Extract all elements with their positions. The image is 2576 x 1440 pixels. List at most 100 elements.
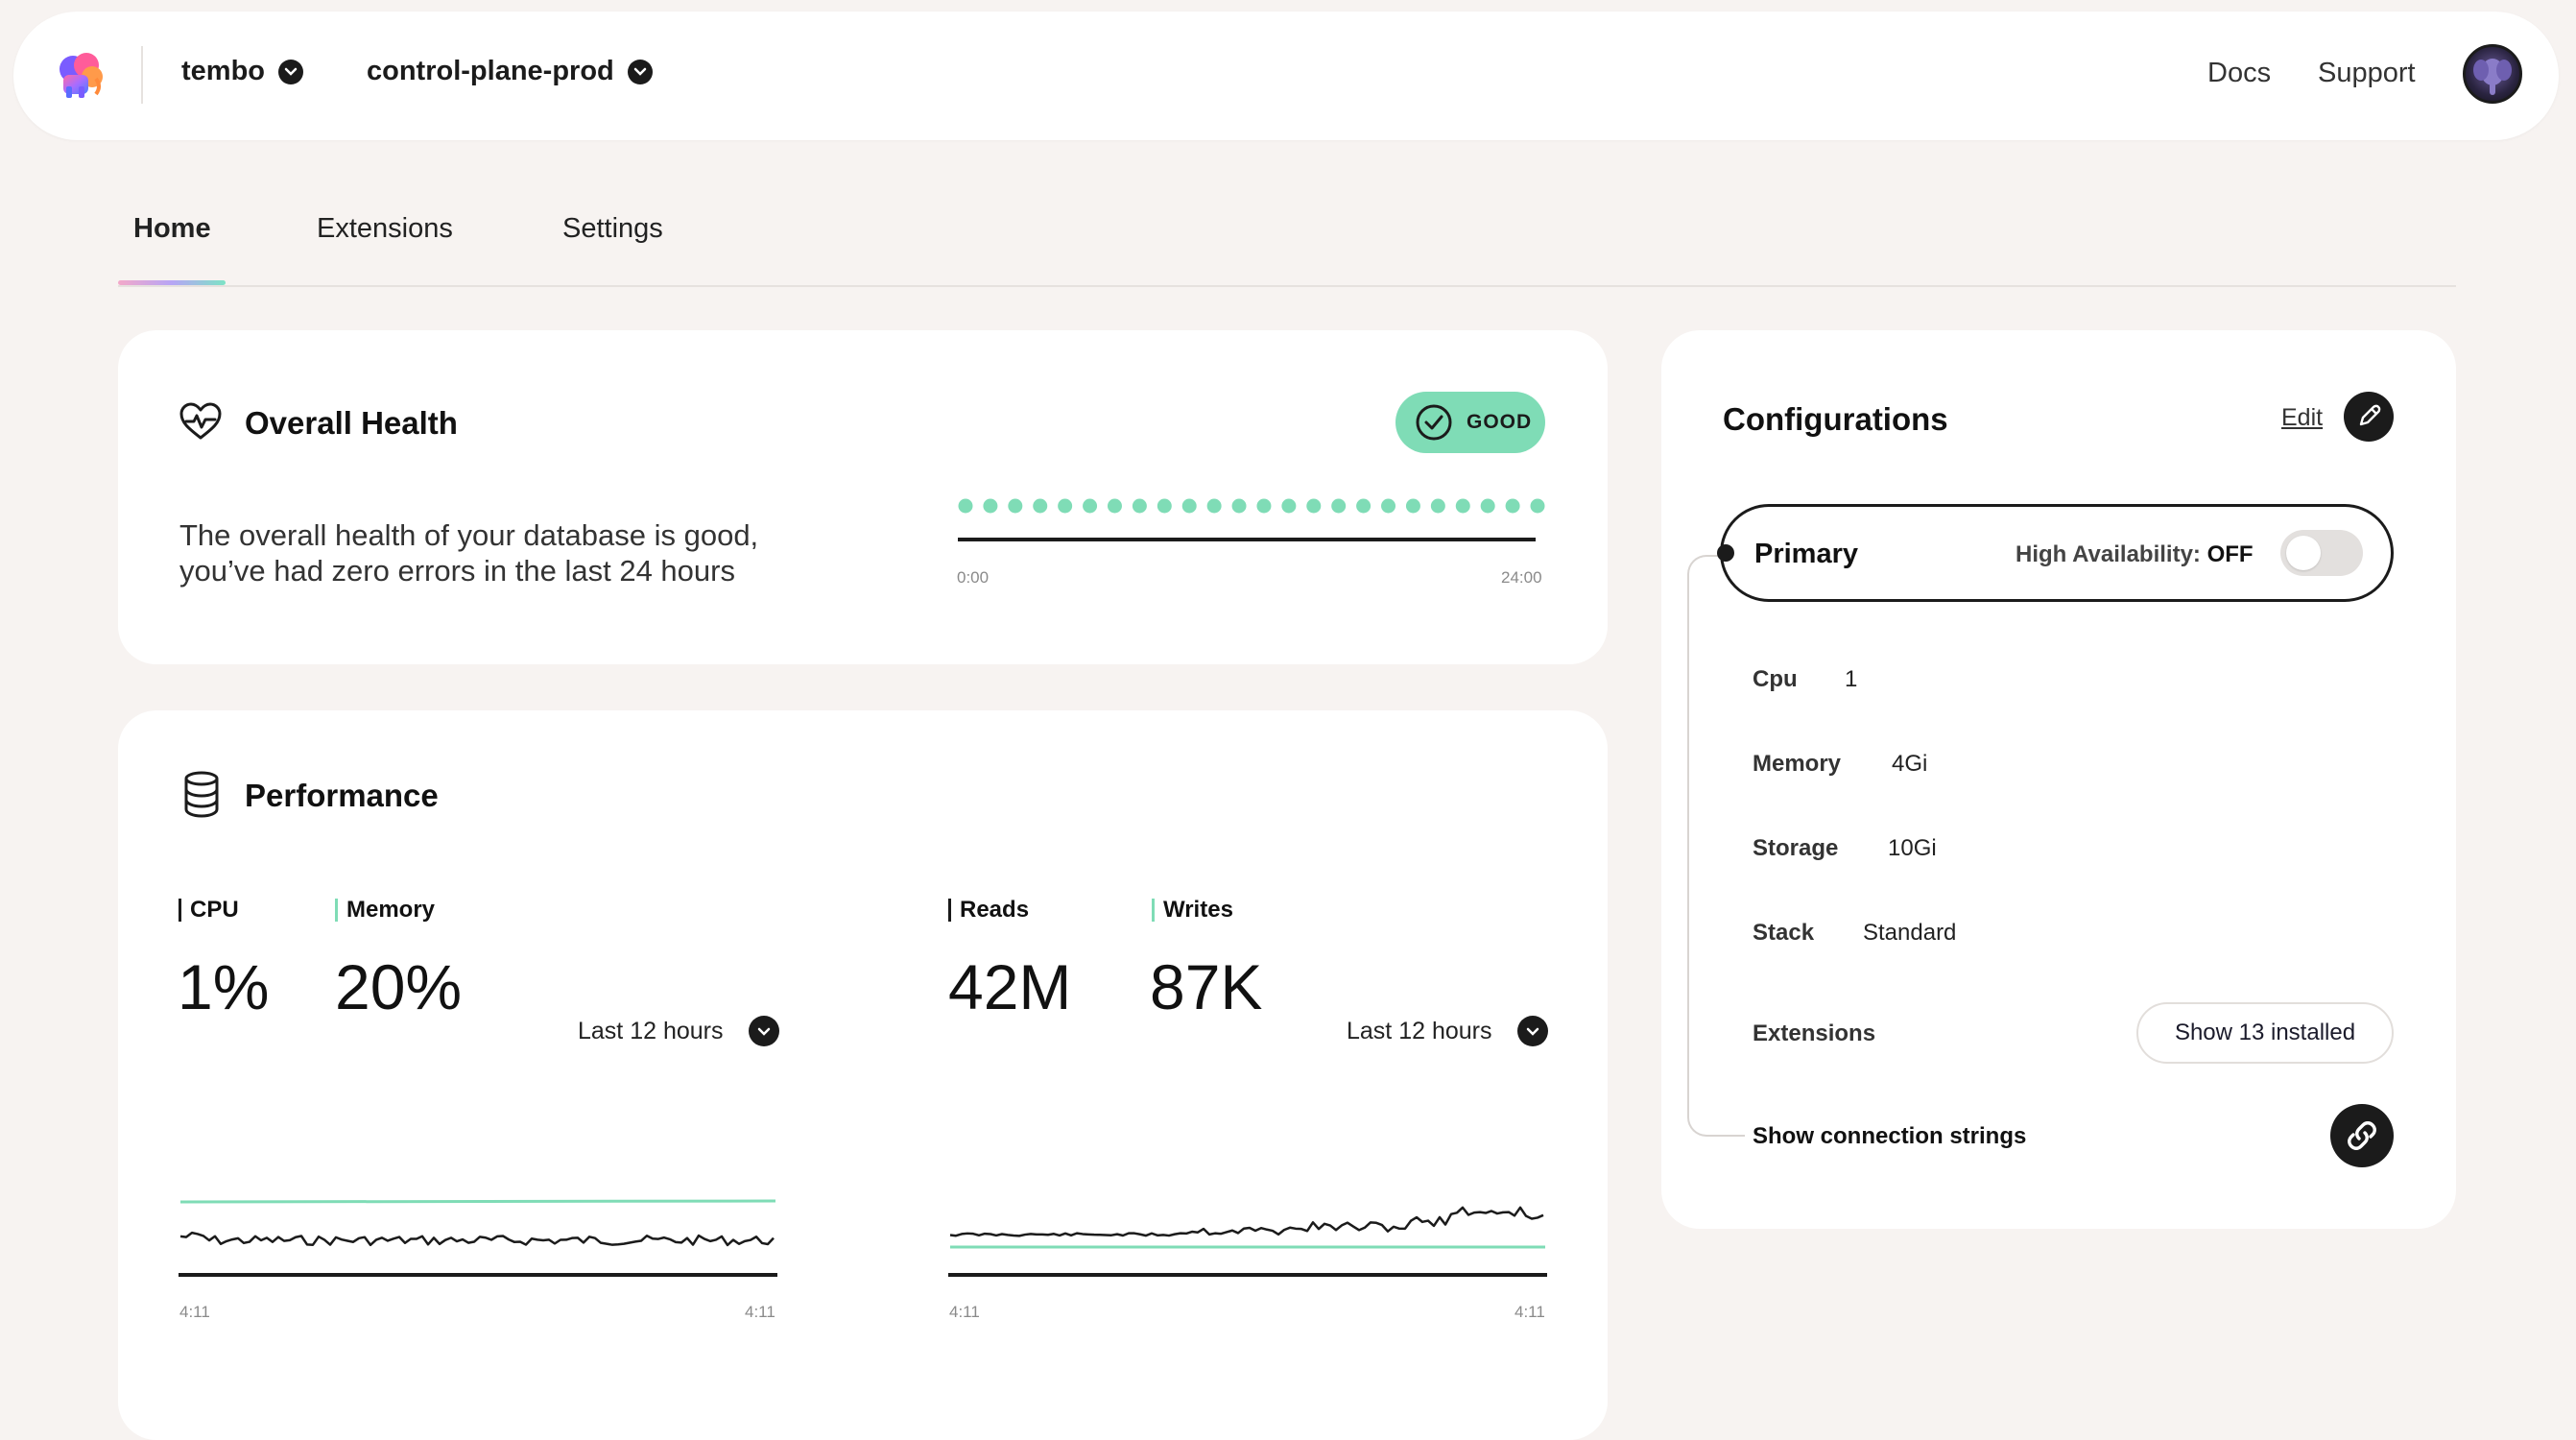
tab-settings[interactable]: Settings bbox=[562, 213, 663, 244]
toggle-knob bbox=[2286, 536, 2321, 570]
overall-health-title: Overall Health bbox=[245, 405, 458, 441]
database-icon bbox=[184, 771, 219, 818]
health-timeline-dot bbox=[1281, 498, 1297, 514]
show-connection-strings-link[interactable]: Show connection strings bbox=[1753, 1123, 2027, 1149]
overall-health-card bbox=[118, 330, 1608, 664]
config-value-stack: Standard bbox=[1863, 920, 1957, 946]
avatar[interactable] bbox=[2463, 44, 2522, 104]
performance-title: Performance bbox=[245, 778, 439, 813]
topbar-divider bbox=[141, 46, 143, 104]
primary-label: Primary bbox=[1754, 539, 1859, 569]
reads-series-line bbox=[949, 1206, 1544, 1237]
right-axis-end-label: 4:11 bbox=[1515, 1303, 1545, 1321]
reads-writes-chart bbox=[948, 1206, 1547, 1277]
writes-metric-value: 87K bbox=[1150, 951, 1263, 1022]
elephant-avatar-icon bbox=[2473, 59, 2512, 95]
health-timeline-dot bbox=[1206, 498, 1222, 514]
health-timeline-dot bbox=[1231, 498, 1247, 514]
health-timeline-dot bbox=[1331, 498, 1347, 514]
instance-selector[interactable]: control-plane-prod bbox=[367, 56, 653, 87]
left-axis-end-label: 4:11 bbox=[745, 1303, 775, 1321]
org-selector[interactable]: tembo bbox=[181, 56, 303, 87]
health-timeline-dot bbox=[1008, 498, 1023, 514]
tab-home[interactable]: Home bbox=[133, 213, 211, 244]
left-axis-start-label: 4:11 bbox=[179, 1303, 210, 1321]
high-availability-toggle[interactable] bbox=[2280, 530, 2363, 576]
show-installed-extensions-button[interactable]: Show 13 installed bbox=[2136, 1002, 2394, 1064]
right-range-label: Last 12 hours bbox=[1347, 1017, 1492, 1044]
left-range-select[interactable]: Last 12 hours bbox=[578, 1016, 779, 1046]
health-timeline-dot bbox=[983, 498, 998, 514]
pencil-icon bbox=[2359, 404, 2381, 426]
left-range-label: Last 12 hours bbox=[578, 1017, 724, 1044]
health-summary-line-2: you’ve had zero errors in the last 24 ho… bbox=[179, 554, 735, 588]
cpu-metric-value: 1% bbox=[178, 951, 270, 1022]
health-timeline-dot bbox=[1157, 498, 1172, 514]
health-timeline-dot bbox=[1181, 498, 1197, 514]
configurations-title: Configurations bbox=[1723, 401, 1948, 437]
config-value-storage: 10Gi bbox=[1888, 835, 1937, 861]
config-key-extensions: Extensions bbox=[1753, 1020, 1876, 1046]
configurations-card bbox=[1661, 330, 2456, 1229]
tab-extensions[interactable]: Extensions bbox=[317, 213, 453, 244]
org-name: tembo bbox=[181, 56, 265, 86]
health-timeline-dot bbox=[1083, 498, 1098, 514]
link-icon bbox=[2348, 1121, 2376, 1150]
health-timeline-dot bbox=[1455, 498, 1470, 514]
chevron-down-icon bbox=[1516, 1016, 1548, 1046]
health-timeline-dot bbox=[1306, 498, 1322, 514]
config-key-stack: Stack bbox=[1753, 920, 1815, 946]
config-key-storage: Storage bbox=[1753, 835, 1839, 861]
cpu-memory-chart bbox=[179, 1199, 777, 1277]
chart-baseline bbox=[948, 1273, 1547, 1277]
timeline-start-label: 0:00 bbox=[957, 568, 990, 587]
health-timeline-dot bbox=[958, 498, 973, 514]
health-timeline-dot bbox=[1132, 498, 1147, 514]
config-value-memory: 4Gi bbox=[1892, 751, 1928, 777]
connection-strings-button[interactable] bbox=[2330, 1104, 2394, 1167]
config-value-cpu: 1 bbox=[1845, 666, 1858, 692]
high-availability-value: OFF bbox=[2206, 541, 2254, 567]
health-timeline-dot bbox=[1430, 498, 1445, 514]
chevron-down-icon bbox=[278, 59, 303, 84]
timeline-axis bbox=[958, 538, 1536, 541]
performance-card bbox=[118, 710, 1608, 1440]
instance-name: control-plane-prod bbox=[367, 56, 614, 86]
cpu-series-line bbox=[179, 1231, 775, 1247]
chart-baseline bbox=[179, 1273, 777, 1277]
check-circle-icon bbox=[1416, 404, 1452, 441]
edit-configurations-link[interactable]: Edit bbox=[2281, 404, 2324, 431]
right-range-select[interactable]: Last 12 hours bbox=[1347, 1016, 1548, 1046]
reads-metric-value: 42M bbox=[948, 951, 1072, 1022]
health-summary-line-1: The overall health of your database is g… bbox=[179, 518, 759, 552]
health-timeline-dot bbox=[1033, 498, 1048, 514]
chevron-down-icon bbox=[748, 1016, 779, 1046]
health-timeline-dot bbox=[1505, 498, 1520, 514]
config-key-cpu: Cpu bbox=[1753, 666, 1798, 692]
status-badge: GOOD bbox=[1395, 392, 1545, 453]
support-link[interactable]: Support bbox=[2318, 58, 2416, 88]
health-timeline-dot bbox=[1256, 498, 1272, 514]
health-timeline-dot bbox=[1058, 498, 1073, 514]
timeline-end-label: 24:00 bbox=[1501, 568, 1542, 587]
config-key-memory: Memory bbox=[1753, 751, 1842, 777]
health-timeline-dot bbox=[1405, 498, 1420, 514]
health-timeline bbox=[958, 498, 1545, 541]
docs-link[interactable]: Docs bbox=[2207, 58, 2272, 88]
right-axis-start-label: 4:11 bbox=[949, 1303, 980, 1321]
health-timeline-dot bbox=[1381, 498, 1396, 514]
high-availability-label: High Availability: bbox=[2015, 541, 2207, 567]
health-timeline-dot bbox=[1356, 498, 1371, 514]
health-timeline-dot bbox=[1480, 498, 1495, 514]
health-summary: The overall health of your database is g… bbox=[179, 517, 758, 588]
memory-metric-value: 20% bbox=[335, 951, 463, 1022]
memory-metric-label: Memory bbox=[335, 897, 435, 924]
writes-metric-label: Writes bbox=[1152, 897, 1233, 924]
cpu-metric-label: CPU bbox=[179, 897, 239, 924]
edit-button[interactable] bbox=[2344, 392, 2394, 442]
memory-series-line bbox=[179, 1199, 776, 1204]
health-timeline-dot bbox=[1530, 498, 1545, 514]
tembo-logo-icon[interactable] bbox=[58, 50, 106, 100]
health-timeline-dot bbox=[1107, 498, 1122, 514]
config-tree-connector bbox=[1687, 555, 1745, 1137]
